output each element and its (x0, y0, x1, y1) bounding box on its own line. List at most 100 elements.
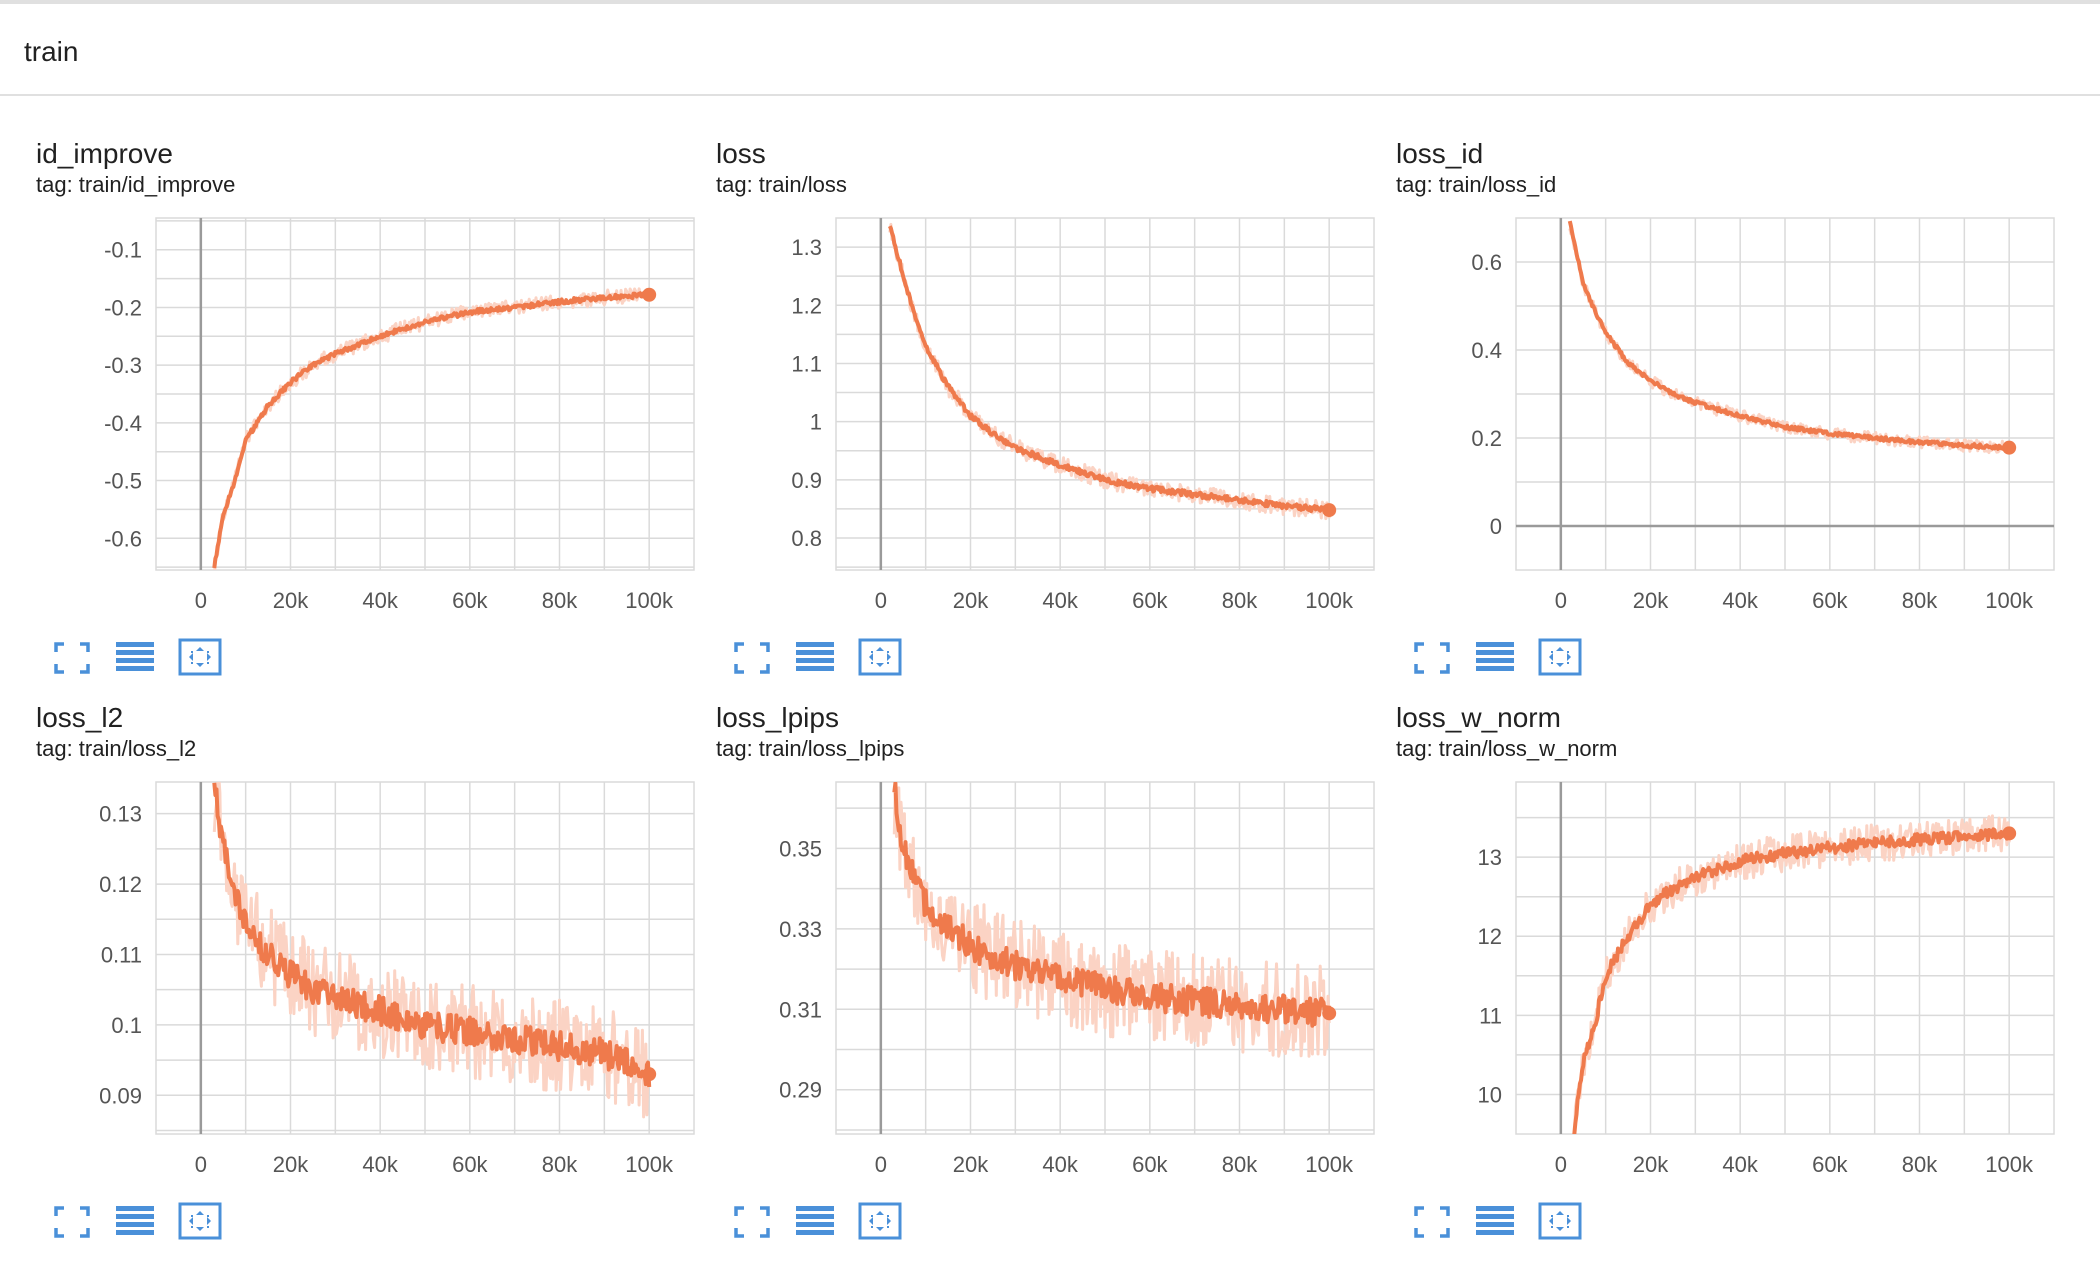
y-tick-label: 1.3 (791, 235, 822, 260)
toggle-fullscreen-button[interactable] (730, 1202, 774, 1242)
list-icon (1476, 642, 1514, 671)
fullscreen-icon (54, 642, 90, 674)
y-tick-label: 0.2 (1471, 426, 1502, 451)
y-tick-label: 13 (1478, 845, 1502, 870)
x-tick-label: 60k (1132, 588, 1168, 613)
list-icon (116, 642, 154, 671)
chart-title: loss_lpips (716, 702, 839, 733)
line-chart: 0 20k 40k 60k 80k 100k 0.6 0.4 0.2 0 (1471, 217, 2055, 613)
fullscreen-icon (1414, 642, 1450, 674)
fit-domain-button[interactable] (858, 1202, 902, 1242)
x-tick-label: 80k (542, 1152, 578, 1177)
y-tick-label: 0.12 (99, 872, 142, 897)
x-tick-label: 100k (1305, 1152, 1354, 1177)
x-tick-label: 20k (953, 1152, 989, 1177)
toggle-data-table-button[interactable] (794, 638, 838, 678)
x-tick-label: 0 (1555, 1152, 1567, 1177)
fit-domain-icon (178, 638, 222, 676)
toggle-fullscreen-button[interactable] (730, 638, 774, 678)
toggle-fullscreen-button[interactable] (1410, 1202, 1454, 1242)
line-chart: 0 20k 40k 60k 80k 100k 1.3 1.2 1.1 1 0.9 0.8 (791, 217, 1375, 613)
x-tick-label: 60k (1812, 588, 1848, 613)
x-tick-label: 40k (1042, 1152, 1078, 1177)
toggle-data-table-button[interactable] (114, 1202, 158, 1242)
series-end-point (1322, 1006, 1337, 1021)
x-tick-label: 100k (625, 1152, 674, 1177)
x-tick-label: 0 (875, 1152, 887, 1177)
y-tick-label: 0.9 (791, 468, 822, 493)
chart-card: loss tag: train/loss 0 20k 40k 60k 80k 100k 1.3 1… (716, 138, 1376, 698)
y-tick-label: 0.13 (99, 802, 142, 827)
fit-domain-button[interactable] (1538, 1202, 1582, 1242)
y-tick-label: -0.5 (104, 469, 142, 494)
line-chart: 0 20k 40k 60k 80k 100k 0.13 0.12 0.11 0.1 0.09 (99, 781, 695, 1177)
y-tick-label: -0.6 (104, 526, 142, 551)
x-tick-label: 60k (452, 588, 488, 613)
line-chart: 0 20k 40k 60k 80k 100k 0.35 0.33 0.31 0.29 (779, 781, 1375, 1177)
toggle-data-table-button[interactable] (1474, 1202, 1518, 1242)
fullscreen-icon (54, 1206, 90, 1238)
x-tick-label: 0 (875, 588, 887, 613)
x-tick-label: 20k (1633, 1152, 1669, 1177)
fit-domain-button[interactable] (858, 638, 902, 678)
fit-domain-button[interactable] (178, 638, 222, 678)
x-tick-label: 60k (452, 1152, 488, 1177)
toggle-data-table-button[interactable] (114, 638, 158, 678)
toggle-fullscreen-button[interactable] (1410, 638, 1454, 678)
x-tick-label: 80k (1222, 1152, 1258, 1177)
y-tick-label: 0.6 (1471, 250, 1502, 275)
fit-domain-icon (858, 638, 902, 676)
x-tick-label: 100k (625, 588, 674, 613)
y-tick-label: 0.31 (779, 997, 822, 1022)
x-tick-label: 80k (1222, 588, 1258, 613)
fullscreen-icon (734, 642, 770, 674)
y-tick-label: 12 (1478, 924, 1502, 949)
x-tick-label: 40k (362, 1152, 398, 1177)
chart-tag: tag: train/loss_id (1396, 172, 1557, 197)
series-line (212, 291, 652, 569)
chart-card: loss_lpips tag: train/loss_lpips 0 20k 40k 60… (716, 702, 1376, 1262)
y-tick-label: 0.35 (779, 836, 822, 861)
chart-title: id_improve (36, 138, 173, 169)
series-group (1567, 220, 2011, 455)
top-rule (0, 0, 2100, 4)
chart-tag: tag: train/id_improve (36, 172, 236, 197)
series-end-point (642, 1067, 657, 1082)
chart-tag: tag: train/loss_lpips (716, 736, 905, 761)
x-tick-label: 80k (1902, 1152, 1938, 1177)
y-tick-label: 0.11 (101, 942, 142, 967)
x-tick-label: 80k (542, 588, 578, 613)
section-header: train (0, 4, 2100, 96)
y-tick-label: 0 (1490, 514, 1502, 539)
chart-card: loss_w_norm tag: train/loss_w_norm 0 20k 40k… (1396, 702, 2056, 1262)
chart-card: loss_id tag: train/loss_id 0 20k 40k 60k 80k 10… (1396, 138, 2056, 698)
fit-domain-button[interactable] (178, 1202, 222, 1242)
series-group (212, 287, 652, 570)
chart-title: loss_w_norm (1396, 702, 1561, 733)
y-tick-label: 1 (810, 410, 822, 435)
toggle-fullscreen-button[interactable] (50, 638, 94, 678)
x-tick-label: 60k (1132, 1152, 1168, 1177)
series-group (892, 782, 1332, 1058)
list-icon (796, 1206, 834, 1235)
y-tick-label: -0.4 (104, 411, 142, 436)
y-tick-label: 0.4 (1471, 338, 1502, 363)
line-chart: 0 20k 40k 60k 80k 100k -0.1 -0.2 -0.3 -0.4 -0.5 -0.… (104, 217, 695, 613)
y-tick-label: 0.1 (111, 1013, 142, 1038)
series-end-point (642, 287, 657, 302)
y-tick-label: 10 (1478, 1082, 1502, 1107)
series-end-point (2002, 440, 2017, 455)
toggle-fullscreen-button[interactable] (50, 1202, 94, 1242)
toggle-data-table-button[interactable] (794, 1202, 838, 1242)
fit-domain-button[interactable] (1538, 638, 1582, 678)
x-tick-label: 0 (195, 588, 207, 613)
x-tick-label: 20k (1633, 588, 1669, 613)
fullscreen-icon (734, 1206, 770, 1238)
chart-tag: tag: train/loss_l2 (36, 736, 197, 761)
toggle-data-table-button[interactable] (1474, 638, 1518, 678)
line-chart: 0 20k 40k 60k 80k 100k 13 12 11 10 (1478, 781, 2055, 1177)
y-tick-label: 0.8 (791, 526, 822, 551)
series-line (892, 782, 1332, 1028)
x-tick-label: 60k (1812, 1152, 1848, 1177)
y-tick-label: -0.1 (104, 238, 142, 263)
